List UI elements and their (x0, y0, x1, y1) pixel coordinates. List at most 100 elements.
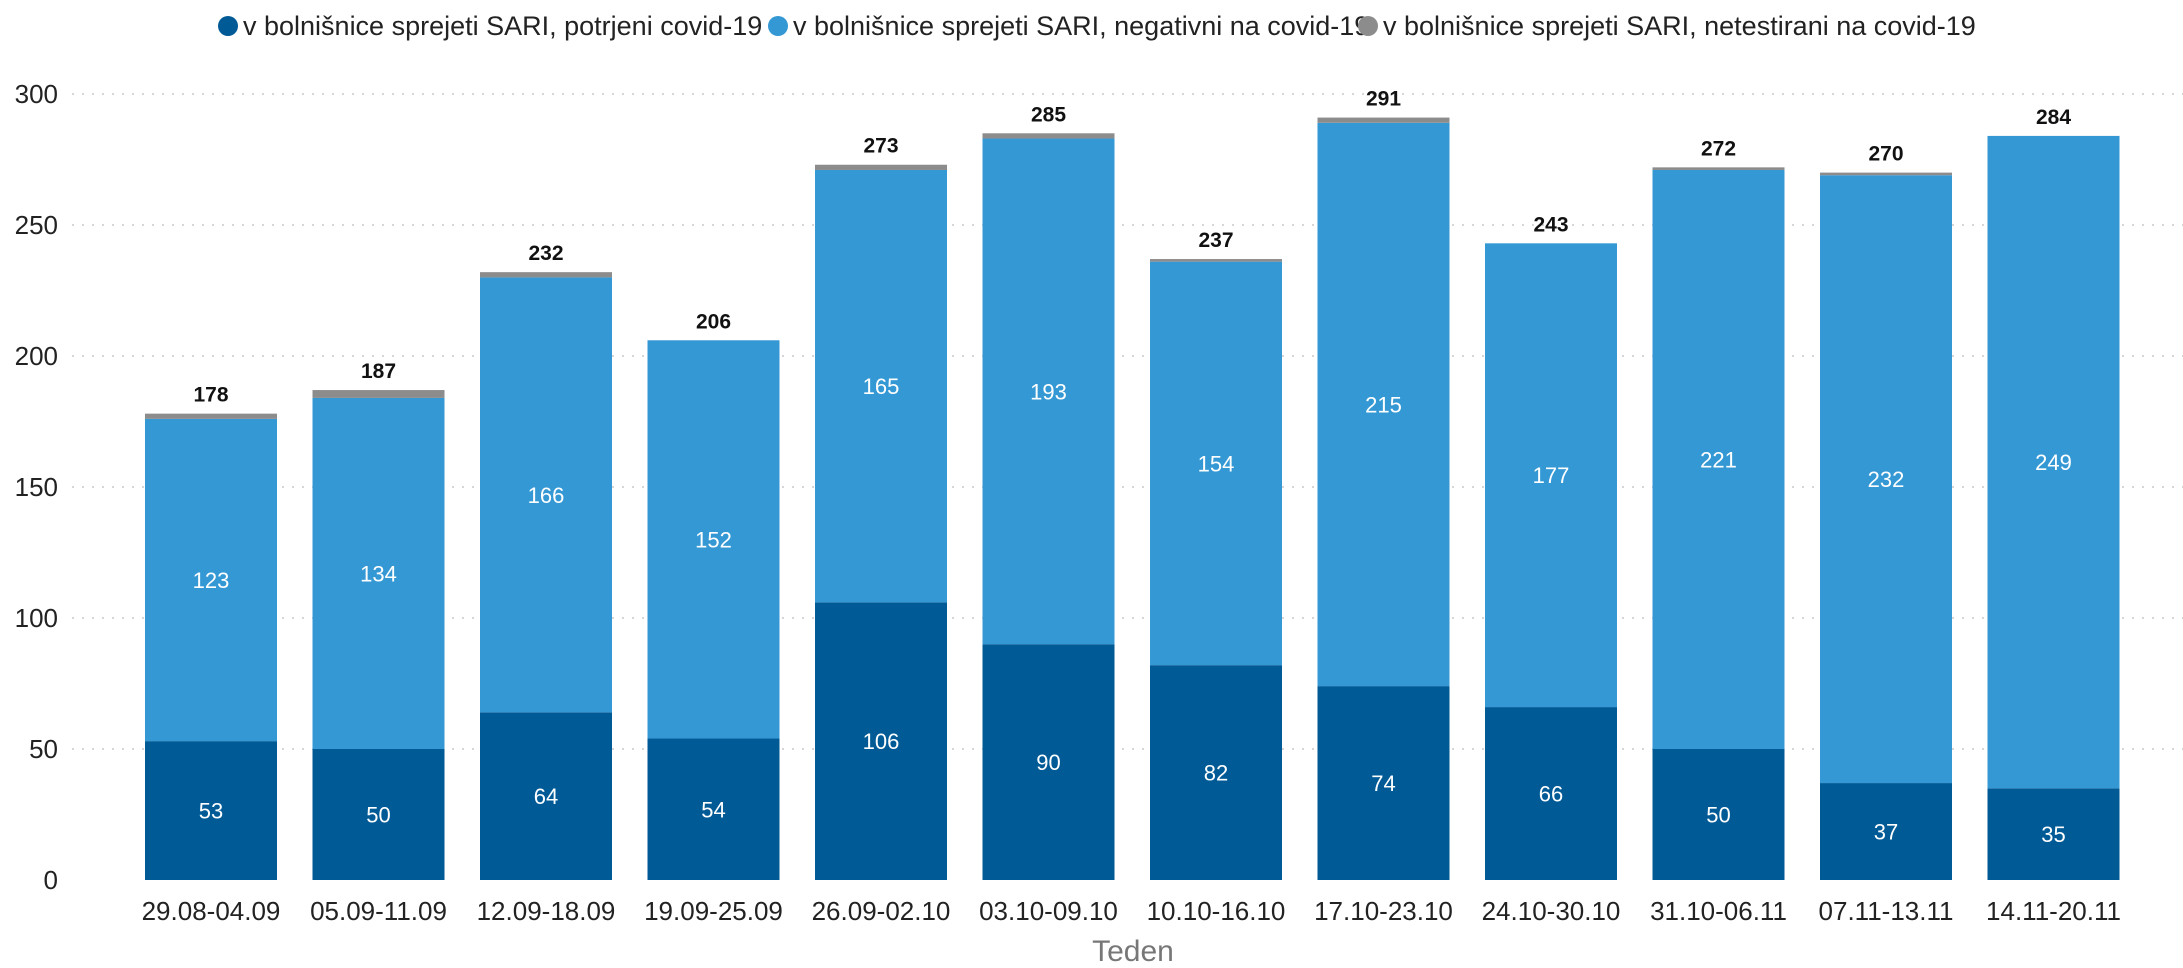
bar-segment (145, 418, 277, 742)
bar-group: 54 152 206 (647, 310, 780, 880)
bar-group: 37 232 270 (1820, 143, 1952, 880)
bar-group: 90 193 285 (982, 103, 1115, 880)
bar-segment (1485, 707, 1617, 880)
bar-segment (1485, 243, 1617, 708)
bar-segment (815, 169, 947, 603)
bars: 53 123 178 50 134 187 64 166 232 54 152 206 106 165 27… (145, 88, 2120, 880)
segment-value-label: 53 (199, 799, 223, 824)
segment-value-label: 154 (1198, 451, 1235, 476)
bar-segment (1150, 261, 1282, 666)
y-tick-label: 250 (15, 210, 58, 240)
segment-value-label: 35 (2041, 822, 2065, 847)
bar-group: 53 123 178 (145, 384, 277, 880)
y-tick-label: 300 (15, 79, 58, 109)
bar-segment (1652, 169, 1785, 750)
bar-segment (312, 390, 445, 398)
segment-value-label: 232 (1868, 467, 1905, 492)
segment-value-label: 106 (863, 729, 900, 754)
x-tick-label: 03.10-09.10 (979, 896, 1118, 926)
bar-segment (1820, 172, 1952, 176)
x-tick-label: 14.11-20.11 (1986, 896, 2121, 926)
segment-value-label: 249 (2035, 450, 2072, 475)
x-tick-label: 17.10-23.10 (1314, 896, 1453, 926)
legend-marker (768, 16, 788, 36)
bar-segment (647, 738, 780, 880)
y-tick-label: 0 (44, 865, 58, 895)
bar-segment (1987, 788, 2120, 880)
x-axis-ticks: 29.08-04.09 05.09-11.09 12.09-18.09 19.09-2… (142, 896, 2121, 926)
legend-label: v bolnišnice sprejeti SARI, potrjeni cov… (243, 11, 762, 41)
bar-segment (1317, 117, 1450, 123)
bar-segment (480, 712, 612, 880)
bar-group: 50 221 272 (1652, 137, 1785, 880)
y-tick-label: 200 (15, 341, 58, 371)
segment-value-label: 82 (1204, 761, 1228, 786)
segment-value-label: 66 (1539, 782, 1563, 807)
bar-group: 35 249 284 (1987, 106, 2120, 880)
legend-marker (218, 16, 238, 36)
bar-segment (982, 133, 1115, 139)
segment-value-label: 215 (1365, 392, 1402, 417)
bar-segment (1820, 175, 1952, 784)
bar-group: 50 134 187 (312, 360, 445, 880)
total-value-label: 284 (2036, 106, 2071, 129)
x-tick-label: 12.09-18.09 (477, 896, 616, 926)
bar-segment (145, 741, 277, 880)
bar-segment (1820, 783, 1952, 880)
bar-group: 74 215 291 (1317, 88, 1450, 880)
bar-group: 66 177 243 (1485, 213, 1617, 880)
x-tick-label: 10.10-16.10 (1147, 896, 1286, 926)
x-tick-label: 19.09-25.09 (644, 896, 783, 926)
segment-value-label: 50 (1706, 803, 1730, 828)
segment-value-label: 177 (1533, 463, 1570, 488)
segment-value-label: 193 (1030, 379, 1067, 404)
y-tick-label: 100 (15, 603, 58, 633)
bar-segment (145, 413, 277, 419)
bar-group: 64 166 232 (480, 242, 612, 880)
total-value-label: 273 (863, 135, 898, 158)
x-tick-label: 31.10-06.11 (1650, 896, 1787, 926)
segment-value-label: 90 (1036, 750, 1060, 775)
x-tick-label: 26.09-02.10 (812, 896, 951, 926)
legend-item: v bolnišnice sprejeti SARI, netestirani … (1358, 11, 1976, 41)
legend-label: v bolnišnice sprejeti SARI, negativni na… (793, 11, 1369, 41)
total-value-label: 285 (1031, 103, 1066, 126)
x-axis-title: Teden (1092, 935, 1174, 968)
x-tick-label: 05.09-11.09 (310, 896, 447, 926)
legend: v bolnišnice sprejeti SARI, potrjeni cov… (218, 11, 1976, 41)
legend-label: v bolnišnice sprejeti SARI, netestirani … (1383, 11, 1976, 41)
bar-group: 106 165 273 (815, 135, 947, 880)
bar-segment (1652, 749, 1785, 880)
segment-value-label: 54 (701, 797, 725, 822)
x-tick-label: 24.10-30.10 (1482, 896, 1621, 926)
segment-value-label: 123 (193, 568, 230, 593)
segment-value-label: 166 (528, 483, 565, 508)
segment-value-label: 165 (863, 374, 900, 399)
bar-segment (815, 602, 947, 880)
bar-segment (312, 749, 445, 880)
total-value-label: 206 (696, 310, 731, 333)
total-value-label: 187 (361, 360, 396, 383)
legend-marker (1358, 16, 1378, 36)
bar-segment (982, 644, 1115, 880)
segment-value-label: 64 (534, 784, 558, 809)
y-tick-label: 150 (15, 472, 58, 502)
segment-value-label: 221 (1700, 447, 1737, 472)
total-value-label: 232 (528, 242, 563, 265)
total-value-label: 272 (1701, 137, 1736, 160)
segment-value-label: 152 (695, 527, 732, 552)
y-axis-ticks: 0 50 100 150 200 250 300 (15, 79, 58, 895)
bar-group: 82 154 237 (1150, 229, 1282, 880)
segment-value-label: 74 (1371, 771, 1395, 796)
total-value-label: 178 (193, 384, 228, 407)
total-value-label: 237 (1198, 229, 1233, 252)
x-tick-label: 07.11-13.11 (1819, 896, 1954, 926)
bar-segment (1150, 665, 1282, 880)
legend-item: v bolnišnice sprejeti SARI, negativni na… (768, 11, 1369, 41)
segment-value-label: 50 (366, 803, 390, 828)
y-tick-label: 50 (29, 734, 58, 764)
segment-value-label: 134 (360, 561, 397, 586)
bar-segment (1652, 167, 1785, 170)
bar-segment (1150, 259, 1282, 262)
